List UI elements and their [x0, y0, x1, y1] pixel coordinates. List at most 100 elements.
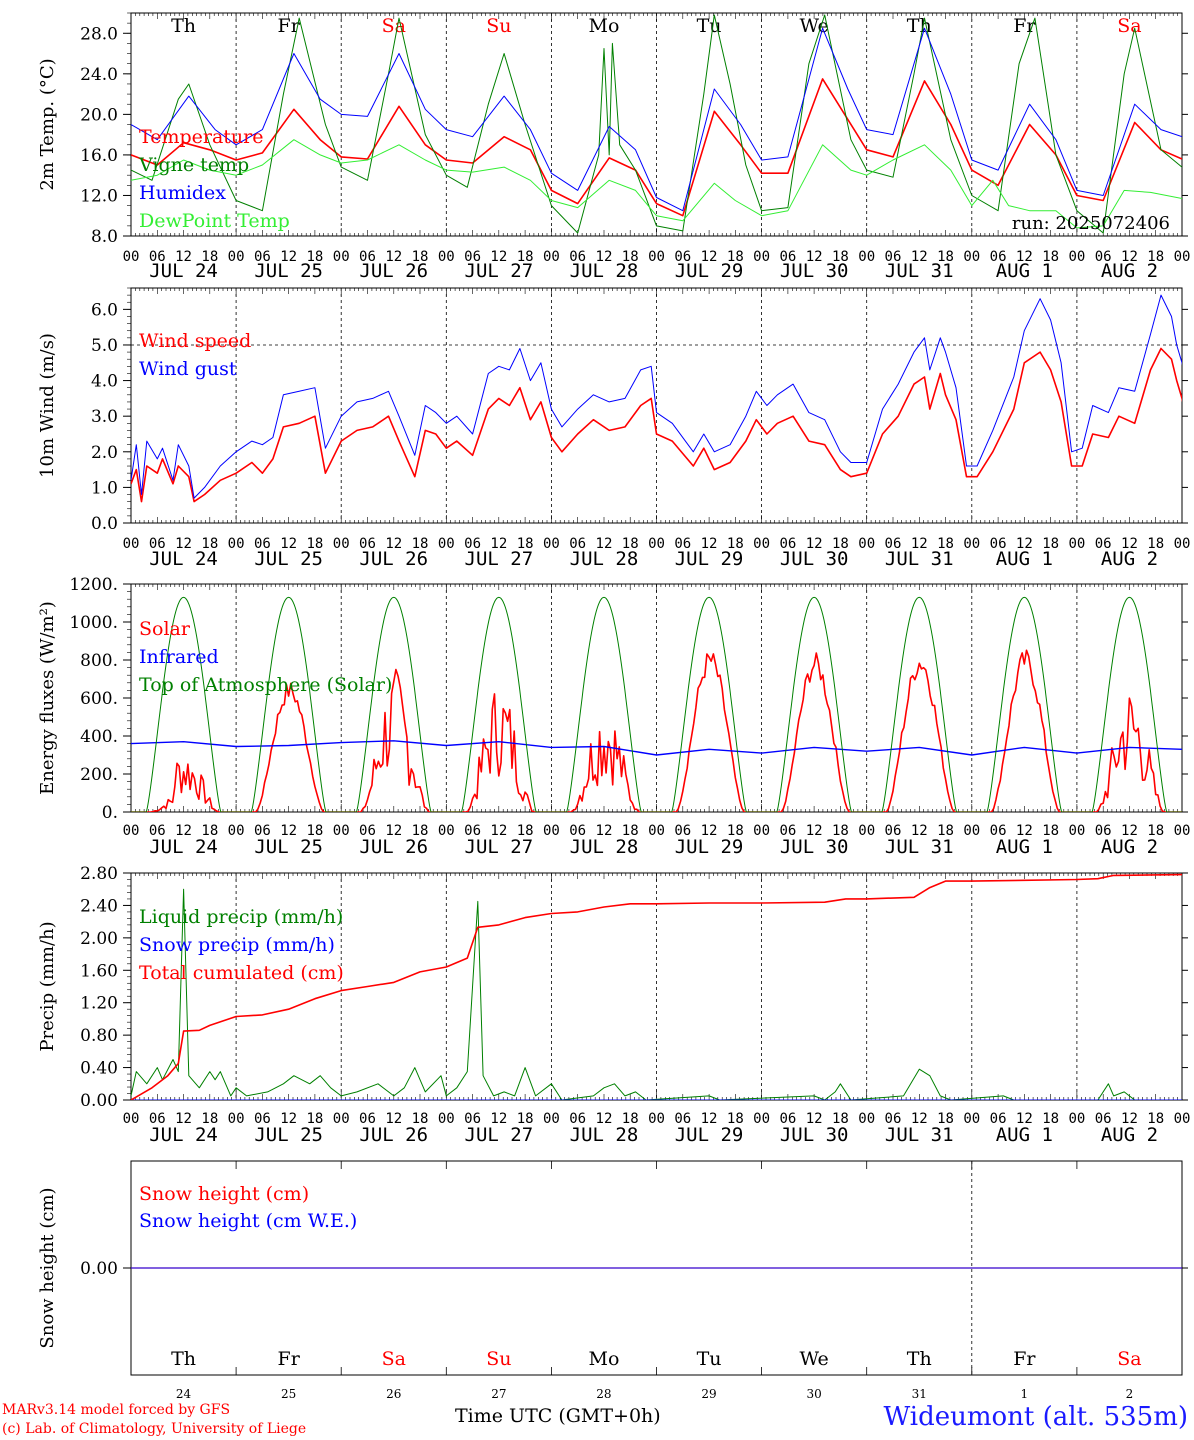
hour-tick-label: 18	[622, 536, 639, 552]
weekday-label: Sa	[1117, 15, 1141, 37]
hour-tick-label: 18	[306, 1111, 323, 1127]
hour-tick-label: 18	[201, 536, 218, 552]
hour-tick-label: 06	[149, 823, 166, 839]
day-number-label: 24	[176, 1387, 192, 1401]
x-axis-title: Time UTC (GMT+0h)	[455, 1405, 661, 1427]
hour-tick-label: 12	[1016, 249, 1033, 265]
weekday-label: Th	[171, 1348, 196, 1370]
hour-tick-label: 00	[543, 1111, 560, 1127]
hour-tick-label: 12	[1121, 823, 1138, 839]
hour-tick-label: 18	[832, 1111, 849, 1127]
y-tick-label: 1.0	[91, 478, 118, 498]
hour-tick-label: 12	[911, 536, 928, 552]
hour-tick-label: 12	[280, 823, 297, 839]
hour-tick-label: 12	[490, 1111, 507, 1127]
hour-tick-label: 12	[280, 249, 297, 265]
hour-tick-label: 00	[963, 1111, 980, 1127]
hour-tick-label: 06	[254, 1111, 271, 1127]
hour-tick-label: 06	[885, 823, 902, 839]
hour-tick-label: 12	[175, 249, 192, 265]
hour-tick-label: 18	[937, 1111, 954, 1127]
hour-tick-label: 00	[543, 249, 560, 265]
y-tick-label: 12.0	[80, 186, 118, 206]
hour-tick-label: 18	[1147, 249, 1164, 265]
y-tick-label: 16.0	[80, 146, 118, 166]
hour-tick-label: 06	[359, 1111, 376, 1127]
hour-tick-label: 12	[596, 1111, 613, 1127]
hour-tick-label: 12	[596, 249, 613, 265]
legend-entry: Vigne temp	[138, 154, 249, 176]
weekday-label: Fr	[278, 15, 301, 37]
y-tick-label: 0.00	[80, 1091, 118, 1111]
hour-tick-label: 06	[885, 249, 902, 265]
y-tick-label: 1.60	[80, 961, 118, 981]
hour-tick-label: 06	[990, 823, 1007, 839]
hour-tick-label: 06	[674, 249, 691, 265]
series-line-4-1	[131, 888, 1182, 1100]
hour-tick-label: 00	[228, 536, 245, 552]
hour-tick-label: 18	[622, 1111, 639, 1127]
weekday-label: Su	[486, 15, 511, 37]
hour-tick-label: 12	[490, 249, 507, 265]
chart-panel-4: 0.00 0.40 0.80 1.20 1.60 2.00 2.40 2.80 Precip (…	[37, 864, 1190, 1146]
hour-tick-label: 18	[1042, 823, 1059, 839]
date-label: JUL 30	[780, 260, 849, 282]
hour-tick-label: 00	[123, 1111, 140, 1127]
x-minor-ticks	[130, 873, 1183, 1100]
weekday-label: We	[800, 1348, 829, 1370]
hour-tick-label: 00	[753, 1111, 770, 1127]
hour-tick-label: 18	[832, 536, 849, 552]
hour-tick-label: 18	[937, 536, 954, 552]
hour-tick-label: 06	[464, 823, 481, 839]
series-line-2-1	[131, 347, 1182, 503]
date-label: JUL 30	[780, 548, 849, 570]
hour-tick-label: 18	[517, 536, 534, 552]
date-label: JUL 24	[149, 548, 218, 570]
hour-tick-label: 12	[280, 536, 297, 552]
date-label: JUL 25	[254, 548, 323, 570]
hour-tick-label: 06	[254, 823, 271, 839]
hour-tick-label: 00	[648, 823, 665, 839]
legend-entry: Total cumulated (cm)	[139, 962, 344, 984]
y-tick-label: 0.40	[80, 1059, 118, 1079]
weekday-label: Mo	[588, 1348, 619, 1370]
hour-tick-label: 12	[806, 823, 823, 839]
hour-tick-label: 00	[1068, 823, 1085, 839]
x-minor-ticks	[130, 288, 1183, 523]
hour-tick-label: 12	[175, 823, 192, 839]
hour-tick-label: 00	[543, 823, 560, 839]
series-line-2-2	[131, 294, 1182, 499]
date-label: AUG 2	[1101, 548, 1158, 570]
hour-tick-label: 18	[306, 536, 323, 552]
hour-tick-label: 18	[1042, 249, 1059, 265]
series-line-3-1	[131, 649, 1182, 812]
hour-tick-label: 18	[517, 1111, 534, 1127]
date-label: JUL 26	[359, 836, 428, 858]
y-tick-label: 1000.	[69, 613, 118, 633]
hour-tick-label: 00	[228, 249, 245, 265]
day-number-label: 2	[1126, 1387, 1134, 1401]
hour-tick-label: 00	[753, 536, 770, 552]
chart-panel-1: 8.0 12.0 16.0 20.0 24.0 28.0 2m Temp. (°C) 00 06…	[37, 12, 1190, 282]
y-tick-label: 6.0	[91, 300, 118, 320]
y-tick-label: 2.40	[80, 896, 118, 916]
y-tick-label: 4.0	[91, 372, 118, 392]
hour-tick-label: 00	[1068, 1111, 1085, 1127]
legend-entry: Infrared	[139, 646, 219, 668]
legend-entry: Solar	[139, 618, 191, 640]
hour-tick-label: 12	[701, 823, 718, 839]
date-label: AUG 1	[996, 1124, 1053, 1146]
series-line-3-3	[131, 596, 1182, 812]
hour-tick-label: 06	[464, 249, 481, 265]
y-axis-label: Energy fluxes (W/m²)	[37, 601, 58, 795]
legend-entry: Snow height (cm)	[139, 1183, 309, 1205]
date-label: AUG 2	[1101, 1124, 1158, 1146]
series-line-1-4	[131, 139, 1182, 229]
hour-tick-label: 06	[674, 823, 691, 839]
hour-tick-label: 18	[412, 536, 429, 552]
hour-tick-label: 18	[727, 536, 744, 552]
hour-tick-label: 12	[1121, 1111, 1138, 1127]
date-label: JUL 29	[675, 260, 744, 282]
hour-tick-label: 06	[569, 1111, 586, 1127]
day-number-label: 25	[281, 1387, 296, 1401]
